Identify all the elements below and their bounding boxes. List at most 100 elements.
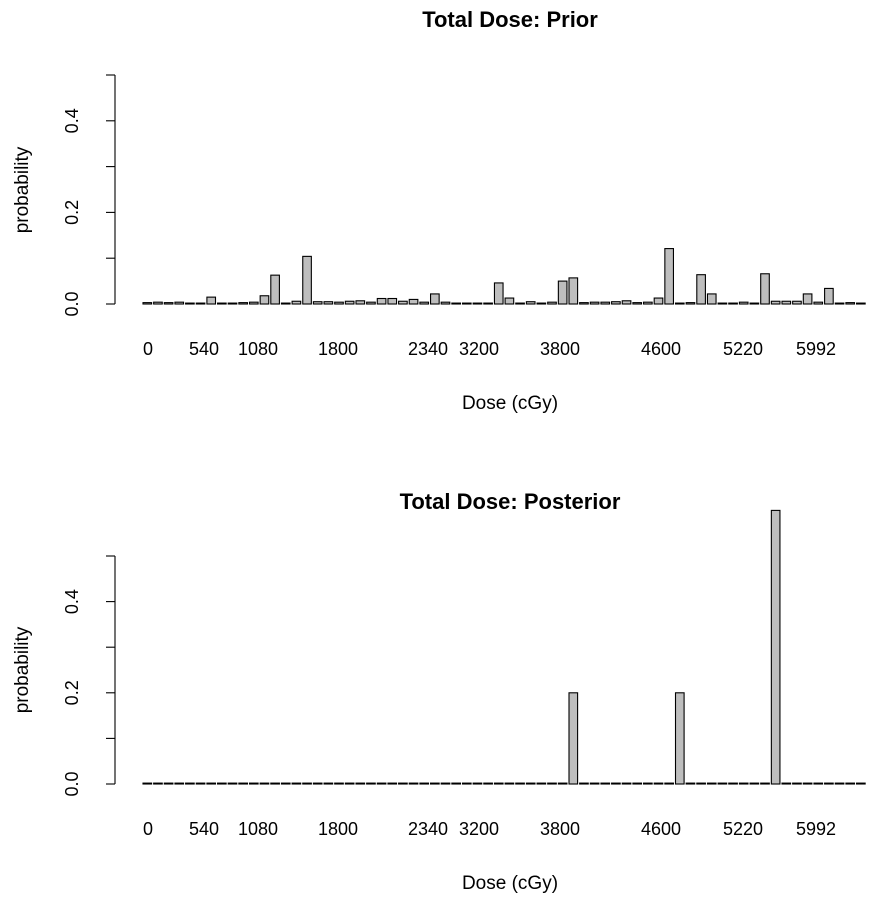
bar (323, 782, 334, 785)
posterior-chart-panel: Total Dose: Posterior probability Dose (… (12, 489, 866, 894)
x-tick-label: 5220 (723, 819, 763, 839)
bar (600, 782, 611, 785)
bar (706, 782, 717, 785)
bar (217, 782, 227, 785)
bar (334, 782, 344, 785)
bar (557, 782, 568, 785)
bar (696, 274, 706, 305)
bar (493, 782, 504, 785)
bar (451, 302, 462, 305)
y-tick-label: 0.2 (62, 200, 82, 225)
bar (174, 782, 185, 785)
bar (824, 782, 834, 785)
bar (398, 300, 408, 305)
bar (589, 301, 600, 305)
bar (760, 273, 770, 305)
bar (419, 301, 430, 305)
bar (270, 274, 280, 305)
x-tick-label: 1080 (238, 819, 278, 839)
bar (813, 301, 824, 305)
bar (312, 782, 323, 785)
x-tick-label: 0 (143, 339, 153, 359)
bar (429, 782, 440, 785)
bar (440, 301, 451, 305)
bar (163, 302, 174, 305)
bar (248, 301, 259, 305)
bar (632, 302, 643, 305)
bar (525, 301, 536, 305)
bar (557, 280, 568, 305)
bar (259, 782, 270, 785)
bar (206, 782, 217, 785)
bar (355, 300, 366, 305)
bar (312, 301, 323, 305)
bar (302, 255, 312, 305)
bar (717, 302, 728, 305)
bar (461, 302, 472, 305)
bar (738, 301, 749, 305)
bar (206, 296, 217, 305)
x-tick-label: 5992 (796, 339, 836, 359)
x-tick-label: 3800 (540, 819, 580, 839)
bar (259, 295, 270, 305)
bar (302, 782, 312, 785)
bar (451, 782, 462, 785)
x-tick-label: 0 (143, 819, 153, 839)
bar (280, 302, 291, 305)
y-axis: 0.0 0.2 0.4 (62, 74, 116, 317)
bar (728, 302, 738, 305)
bar (802, 782, 813, 785)
bar (845, 302, 856, 305)
bar (642, 301, 653, 305)
bar (792, 300, 802, 305)
bar (568, 277, 579, 305)
y-tick-label: 0.0 (62, 771, 82, 796)
y-axis-label: probability (12, 626, 33, 713)
x-tick-label: 540 (189, 339, 219, 359)
bar (344, 300, 355, 305)
bar (174, 301, 185, 305)
bar (674, 302, 685, 305)
y-axis-label: probability (12, 146, 33, 233)
x-tick-label: 5220 (723, 339, 763, 359)
x-tick-label: 5992 (796, 819, 836, 839)
bar-group (142, 248, 866, 305)
bar (344, 782, 355, 785)
bar (674, 692, 685, 785)
bar (706, 293, 717, 305)
y-tick-label: 0.4 (62, 108, 82, 133)
bar (600, 301, 611, 305)
bar (515, 782, 525, 785)
bar (387, 782, 398, 785)
bar (664, 248, 674, 305)
bar (621, 782, 632, 785)
bar (238, 782, 249, 785)
bar (855, 302, 866, 305)
x-tick-labels: 0 540 1080 1800 2340 3200 3800 4600 5220 5992 (143, 339, 836, 359)
bar (621, 300, 632, 305)
bar (217, 302, 227, 305)
bar (248, 782, 259, 785)
bar (536, 782, 547, 785)
bar (642, 782, 653, 785)
bar (792, 782, 802, 785)
x-tick-label: 2340 (408, 819, 448, 839)
chart-title: Total Dose: Prior (422, 7, 598, 32)
bar (749, 782, 760, 785)
bar (547, 782, 557, 785)
bar (824, 287, 834, 305)
bar (770, 509, 781, 785)
bar (579, 782, 589, 785)
bar (366, 782, 376, 785)
prior-chart-panel: Total Dose: Prior probability Dose (cGy)… (12, 7, 866, 414)
bar (749, 302, 760, 305)
bar (472, 302, 483, 305)
bar (429, 293, 440, 305)
bar (270, 782, 280, 785)
bar (738, 782, 749, 785)
bar (536, 302, 547, 305)
bar (664, 782, 674, 785)
y-tick-label: 0.2 (62, 680, 82, 705)
bar (611, 782, 621, 785)
